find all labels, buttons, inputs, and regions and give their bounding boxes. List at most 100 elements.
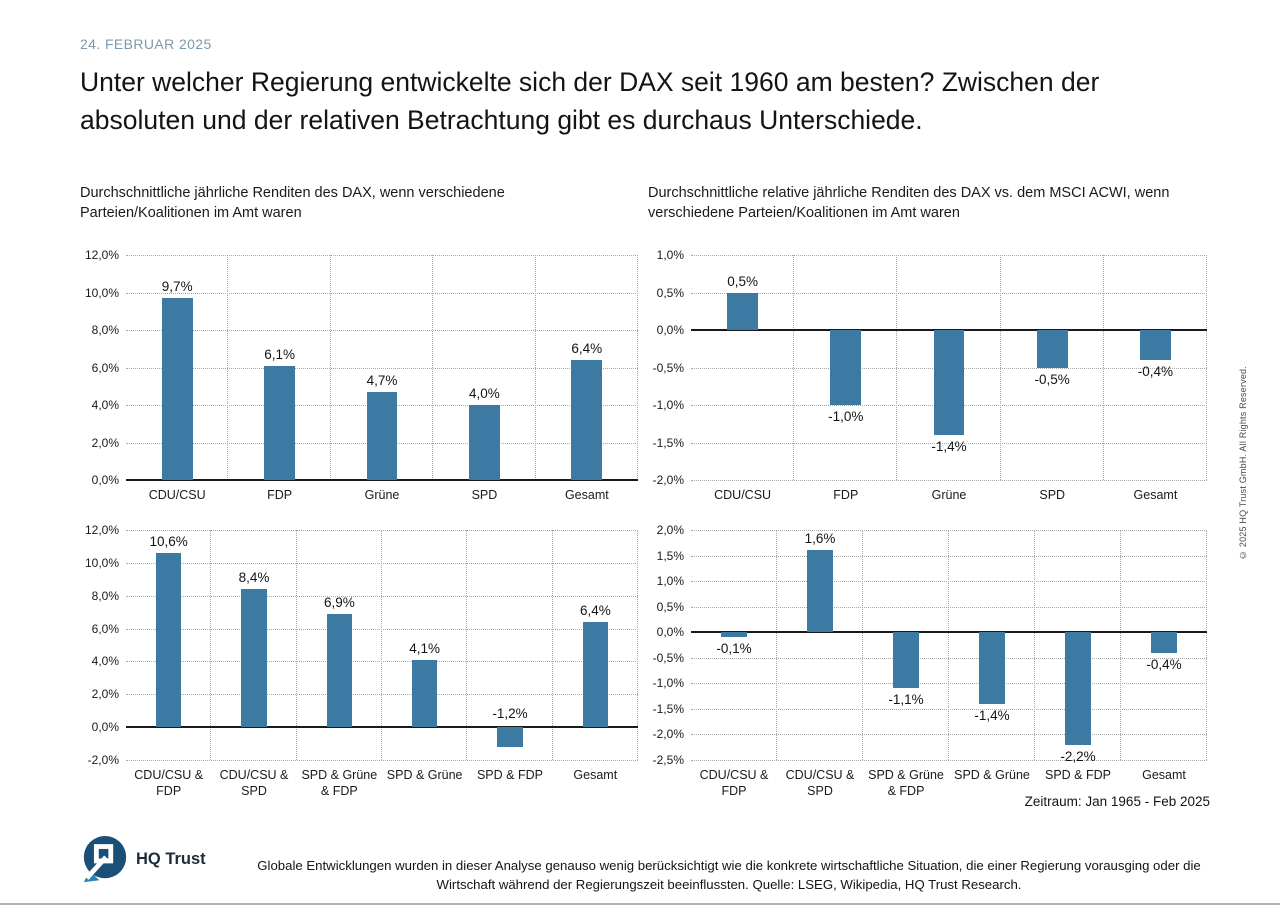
category-label: SPD & Grüne	[386, 768, 463, 782]
plot-row: 2,0% 1,5% 1,0% 0,5% 0,0% -0,5% -1,0% -1,5% -2,0%…	[645, 523, 1207, 767]
h-gridline	[126, 255, 638, 256]
v-gridline	[861, 530, 863, 760]
y-tick-label: -2,0%	[652, 473, 684, 487]
v-gridline	[210, 530, 212, 760]
category-label: CDU/CSU & FDP	[699, 768, 769, 799]
value-label: 1,6%	[804, 531, 836, 547]
category-label: SPD & Grüne	[954, 768, 1030, 782]
y-tick-label: 1,0%	[656, 248, 684, 262]
value-label: 9,7%	[161, 279, 193, 295]
page-title: Unter welcher Regierung entwickelte sich…	[80, 67, 1100, 135]
category-label: SPD & FDP	[476, 768, 543, 782]
y-tick-label: -2,5%	[652, 753, 684, 767]
category-label: CDU/CSU	[714, 488, 772, 502]
v-gridline	[295, 530, 297, 760]
category-label: Gesamt	[1133, 488, 1178, 502]
y-tick-label: 2,0%	[656, 523, 684, 537]
category-label: FDP	[267, 488, 293, 502]
v-gridline	[1033, 530, 1035, 760]
value-label: 6,1%	[264, 346, 295, 362]
category-label: SPD & FDP	[1045, 768, 1111, 782]
h-gridline	[691, 442, 1207, 444]
y-tick-label: -1,5%	[652, 701, 684, 716]
brand-name: HQ Trust	[136, 850, 206, 868]
y-tick-label: 12,0%	[84, 248, 119, 262]
h-gridline	[691, 530, 1207, 531]
value-label: -0,5%	[1034, 371, 1070, 387]
v-gridline	[775, 530, 777, 760]
h-gridline	[126, 595, 638, 597]
value-label: 10,6%	[149, 534, 188, 549]
value-label: 4,7%	[366, 372, 398, 388]
y-tick-label: 1,5%	[656, 548, 684, 563]
bar	[264, 365, 295, 480]
h-gridline	[691, 683, 1207, 685]
x-axis-labels: CDU/CSU & FDP CDU/CSU & SPD SPD & Grüne & …	[691, 760, 1207, 800]
publication-date: 24. FEBRUAR 2025	[80, 36, 212, 52]
value-label: -0,4%	[1146, 656, 1182, 672]
v-gridline	[466, 530, 468, 760]
value-label: -1,2%	[492, 706, 528, 722]
bar	[497, 727, 523, 747]
value-label: 4,1%	[409, 640, 441, 656]
bar	[155, 553, 182, 728]
y-tick-label: 10,0%	[84, 285, 119, 300]
y-tick-label: 0,0%	[656, 323, 684, 337]
plot-row: 1,0% 0,5% 0,0% -0,5% -1,0% -1,5% -2,0% 0,5% -1,…	[645, 248, 1207, 487]
v-gridline	[432, 255, 434, 480]
category-label: SPD & Grüne & FDP	[868, 768, 944, 799]
y-tick-label: 2,0%	[91, 435, 119, 450]
y-tick-label: -1,0%	[652, 676, 684, 691]
x-axis-labels: CDU/CSU FDP Grüne SPD Gesamt	[691, 480, 1207, 503]
y-tick-label: 8,0%	[91, 323, 119, 337]
bar	[241, 589, 267, 728]
h-gridline	[126, 530, 638, 531]
h-gridline	[691, 734, 1207, 736]
y-tick-label: 10,0%	[84, 555, 119, 570]
bar	[326, 613, 353, 728]
y-tick-label: 4,0%	[91, 654, 119, 669]
y-axis: 1,0% 0,5% 0,0% -0,5% -1,0% -1,5% -2,0%	[645, 248, 691, 487]
v-gridline	[551, 530, 553, 760]
category-label: Grüne	[931, 488, 967, 502]
h-gridline	[691, 480, 1207, 481]
h-gridline	[691, 581, 1207, 583]
h-gridline	[691, 255, 1207, 256]
h-gridline	[126, 628, 638, 630]
v-gridline	[534, 255, 536, 480]
h-gridline	[691, 292, 1207, 294]
value-label: -2,2%	[1060, 748, 1096, 764]
chart-title-absolute: Durchschnittliche jährliche Renditen des…	[80, 185, 505, 221]
value-label: 4,0%	[469, 386, 500, 401]
h-gridline	[691, 606, 1207, 608]
zero-axis-line	[691, 631, 1207, 634]
plot-area: 9,7% 6,1% 4,7% 4,0% 6,4%	[126, 255, 638, 481]
y-tick-label: 6,0%	[91, 621, 119, 636]
y-tick-label: 8,0%	[91, 588, 119, 603]
y-tick-label: 12,0%	[84, 523, 119, 537]
category-label: SPD	[1039, 488, 1066, 502]
y-axis: 12,0% 10,0% 8,0% 6,0% 4,0% 2,0% 0,0%	[80, 248, 126, 487]
bar	[1065, 632, 1091, 745]
y-tick-label: 2,0%	[91, 687, 119, 702]
category-label: CDU/CSU & SPD	[219, 768, 289, 799]
v-gridline	[793, 255, 795, 480]
v-gridline	[381, 530, 382, 760]
bar	[582, 622, 609, 728]
bar	[807, 550, 833, 633]
h-gridline	[691, 555, 1207, 557]
value-label: 0,5%	[727, 273, 758, 289]
bar	[727, 292, 759, 330]
value-label: -1,1%	[888, 692, 924, 708]
value-label: 6,4%	[571, 341, 603, 356]
x-axis-labels: CDU/CSU FDP Grüne SPD Gesamt	[126, 480, 638, 503]
y-tick-label: 4,0%	[91, 398, 119, 412]
category-label: CDU/CSU & FDP	[134, 768, 204, 799]
y-axis: 2,0% 1,5% 1,0% 0,5% 0,0% -0,5% -1,0% -1,5% -2,0%…	[645, 523, 691, 767]
y-tick-label: -2,0%	[87, 753, 119, 767]
v-gridline	[227, 255, 229, 480]
bar	[571, 360, 603, 480]
category-label: SPD & Grüne & FDP	[301, 768, 378, 799]
category-label: Gesamt	[573, 768, 618, 782]
v-gridline	[1120, 530, 1121, 760]
